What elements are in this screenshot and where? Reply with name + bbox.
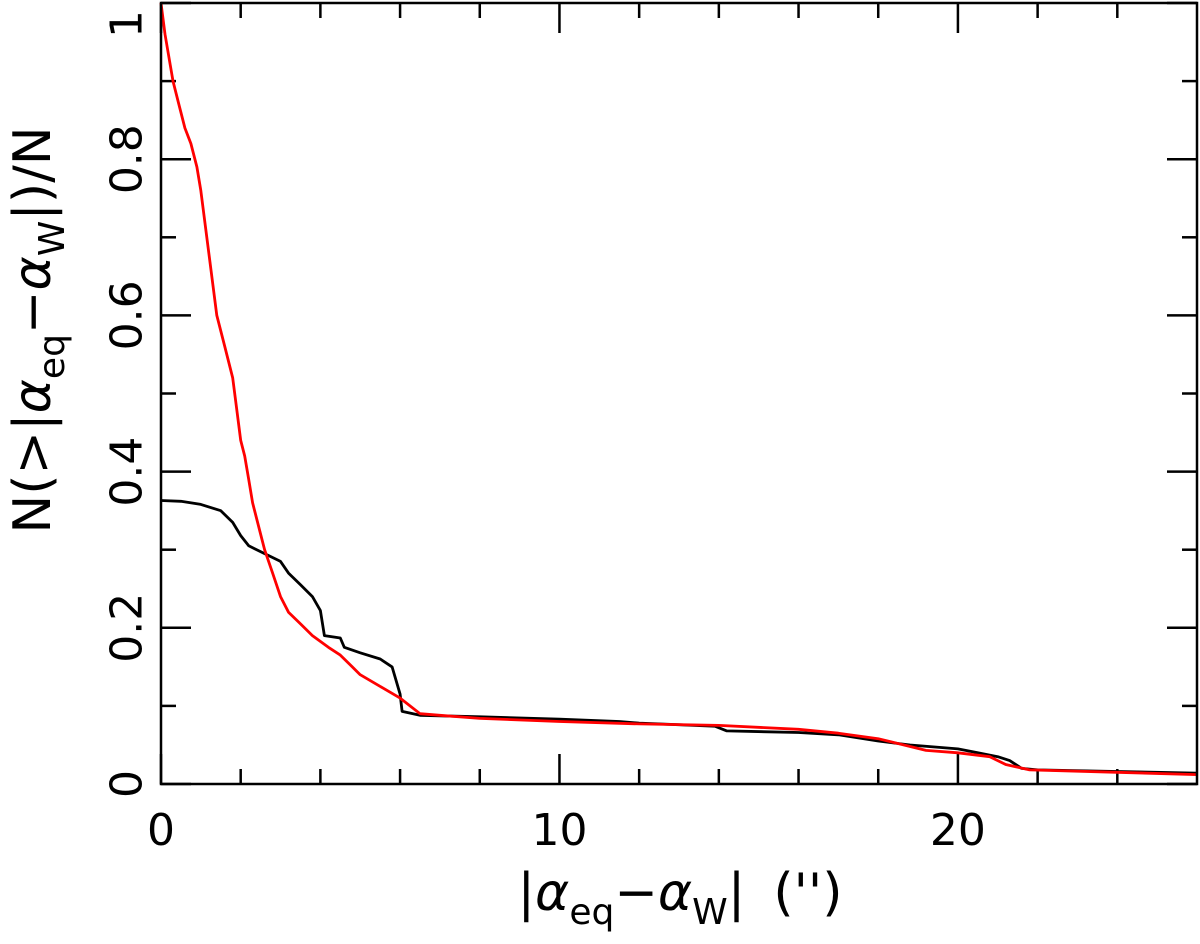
series-line-black [160,499,1198,775]
y-tick-label: 0.6 [101,280,152,350]
y-axis-label: N(>|αeq−αW|)/N [3,126,73,533]
y-tick-label: 0.2 [101,593,152,663]
y-tick-label: 0.8 [101,124,152,194]
y-tick-label: 0 [101,770,152,798]
x-tick-label: 0 [147,805,175,856]
tick-labels-layer: 0 10 20 0 0.2 0.4 0.6 0.8 1 [101,10,986,856]
y-tick-label: 0.4 [101,437,152,507]
series-layer [159,2,1198,776]
x-tick-label: 20 [930,805,986,856]
y-tick-label: 1 [101,10,152,38]
x-axis-label: |αeq−αW| ('') [518,863,843,933]
plot-frame [159,1,1199,786]
ticks-layer [159,1,1197,786]
x-tick-label: 10 [531,805,587,856]
series-line-red [159,2,1198,776]
